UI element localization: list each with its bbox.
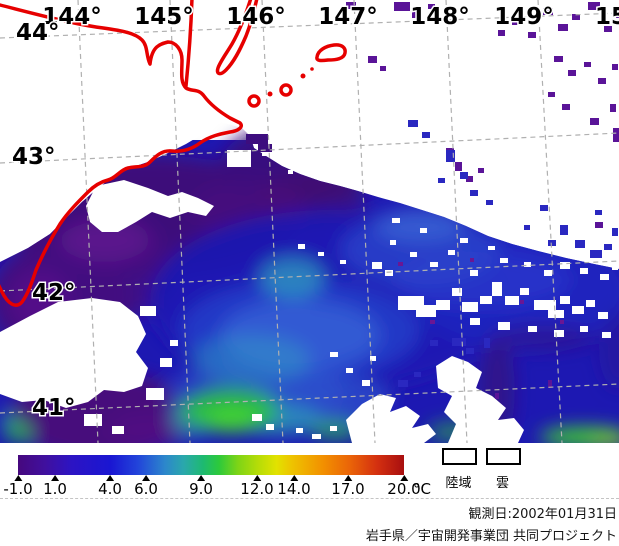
colorbar-tick: 17.0 <box>331 475 365 498</box>
colorbar-tick-label: 12.0 <box>240 480 274 498</box>
latitude-label-42: 42° <box>32 280 76 306</box>
latitude-label-44: 44° <box>16 20 60 46</box>
colorbar-unit: °C <box>413 480 431 498</box>
tick-marker-icon <box>290 475 298 481</box>
longitude-label-144: 144° <box>42 4 102 30</box>
colorbar-tick: 1.0 <box>43 475 67 498</box>
latitude-label-41: 41° <box>32 395 76 421</box>
credit-text: 岩手県／宇宙開発事業団 共同プロジェクト <box>365 529 617 544</box>
colorbar-tick-label: -1.0 <box>3 480 33 498</box>
tick-marker-icon <box>14 475 22 481</box>
coordinate-labels: 144° 145° 146° 147° 148° 149° 15 44° 43°… <box>11 3 619 423</box>
colorbar-tick-label: 6.0 <box>134 480 158 498</box>
longitude-label-146: 146° <box>226 4 286 30</box>
colorbar-tick-label: 20.0 <box>387 480 421 498</box>
longitude-label-150-clipped: 15 <box>595 4 619 30</box>
legend-land-box <box>442 448 477 465</box>
colorbar-tick: -1.0 <box>3 475 33 498</box>
cold-speck-group <box>246 2 619 399</box>
tick-marker-icon <box>253 475 261 481</box>
colorbar-tick: 9.0 <box>189 475 213 498</box>
tick-marker-icon <box>105 475 114 481</box>
latitude-label-43: 43° <box>12 144 56 170</box>
tick-marker-icon <box>196 475 205 481</box>
cloud-layer <box>0 150 618 443</box>
colorbar-tick-label: 9.0 <box>189 480 213 498</box>
colorbar-tick: 12.0 <box>240 475 274 498</box>
blue-speck-group <box>398 120 618 387</box>
longitude-label-145: 145° <box>134 4 194 30</box>
coastline <box>0 0 347 307</box>
sst-map-image: 144° 145° 146° 147° 148° 149° 15 44° 43°… <box>0 0 619 444</box>
legend-land-label: 陸域 <box>445 476 472 491</box>
colorbar-tick-label: 17.0 <box>331 480 365 498</box>
legend-cloud-label: 雲 <box>495 476 509 491</box>
colorbar-tick: 4.0 <box>98 475 122 498</box>
colorbar-tick-label: 4.0 <box>98 480 122 498</box>
tick-marker-icon <box>344 475 352 481</box>
tick-marker-icon <box>50 475 59 481</box>
tick-marker-icon <box>141 475 150 481</box>
warm-speck-group <box>398 258 564 324</box>
observation-date: 観測日:2002年01月31日 <box>468 507 617 522</box>
longitude-label-147: 147° <box>318 4 378 30</box>
legend-cloud-box <box>486 448 521 465</box>
graticule <box>0 0 619 444</box>
footer-separator <box>0 498 619 499</box>
colorbar-tick: 6.0 <box>134 475 158 498</box>
colorbar-tick-label: 1.0 <box>43 480 67 498</box>
longitude-label-148: 148° <box>410 4 470 30</box>
colorbar-tick: 14.0 <box>277 475 311 498</box>
longitude-label-149: 149° <box>494 4 554 30</box>
colorbar-tick: 20.0 <box>387 475 421 498</box>
colorbar-tick-label: 14.0 <box>277 480 311 498</box>
colorbar-gradient <box>18 455 404 475</box>
tick-marker-icon <box>400 475 408 481</box>
